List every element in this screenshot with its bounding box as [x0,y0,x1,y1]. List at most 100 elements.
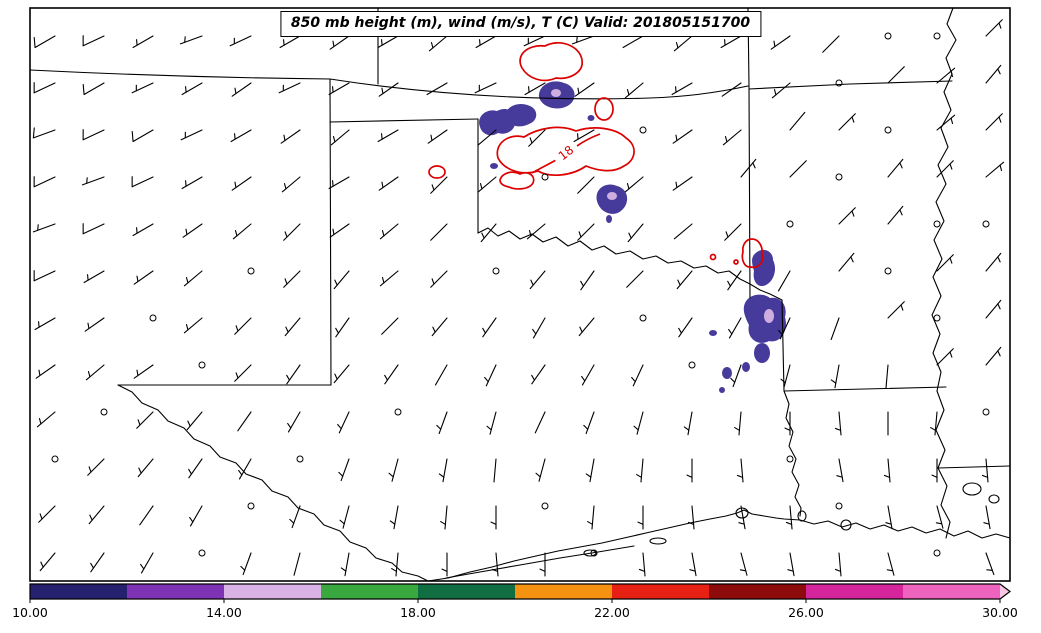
wind-barb [577,176,595,194]
wind-barb [532,317,546,339]
wind-barb [426,82,448,96]
calm-wind-marker [982,220,990,228]
wind-barb [636,458,644,483]
calm-wind-marker [247,502,255,510]
calm-wind-marker [492,267,500,275]
wind-barb [523,35,546,47]
wind-barb [231,176,252,191]
wind-barb [936,160,954,178]
wind-barb [82,35,105,47]
colorbar-tick-label: 14.00 [206,605,242,620]
mississippi-river [931,7,957,539]
wind-barb [981,458,989,483]
wind-barb [379,223,399,240]
wind-barb [526,223,546,240]
wind-barb [834,411,842,436]
red-river [477,227,783,301]
shaded-field [479,81,786,393]
wind-barb [672,176,693,191]
wind-barb [140,552,154,574]
wind-barb [32,223,56,233]
calm-wind-marker [639,314,647,322]
wind-barb [585,458,595,483]
temp-contour [519,41,583,82]
shaded-patch [490,163,498,169]
shaded-patch [752,249,776,287]
wind-barb [836,458,844,483]
wind-barb [87,458,105,476]
contour-label-mask [550,137,581,167]
wind-barb [278,82,301,94]
wind-barb [181,176,203,190]
wind-barb [82,223,105,235]
wind-barb [34,317,56,331]
wind-barb [887,158,904,178]
wind-barb [784,411,791,436]
colorbar-segment [127,584,224,599]
colorbar-tick-label: 10.00 [12,605,48,620]
border-nm-east [329,78,332,386]
wind-barb [637,505,644,530]
wind-barb [491,552,499,577]
wind-barb [430,270,448,288]
temp-contour [741,238,764,269]
colorbar-tick-label: 18.00 [400,605,436,620]
wind-barb [738,505,746,530]
wind-barb [789,111,806,131]
wind-barb [381,317,399,335]
wind-barb [378,176,399,191]
colorbar-outline [29,583,1011,600]
wind-barb [133,270,154,285]
wind-barb [330,129,350,146]
wind-barb [720,35,742,49]
calm-wind-marker [639,126,647,134]
wind-barb [574,82,595,97]
galveston-bay [735,507,749,519]
wind-barb [333,364,350,384]
wind-barb [230,129,252,143]
contour-label-group: 18 [550,137,581,167]
wind-barb [284,317,301,337]
wind-barb [740,158,757,178]
wind-barb [883,458,891,483]
wind-barb [340,552,350,577]
wind-barb [379,270,399,287]
wind-barb [985,252,1002,272]
wind-barb [83,270,105,284]
wind-barb [328,82,350,96]
wind-barb [32,127,56,139]
colorbar-segment [612,584,709,599]
wind-barb [377,129,399,143]
wind-barb [131,176,154,188]
colorbar-segment [709,584,806,599]
wind-barb [722,129,742,146]
colorbar-tick-label: 22.00 [594,605,630,620]
calcasieu-lake [840,519,852,531]
calm-wind-marker [541,173,549,181]
state-borders [29,7,1011,582]
colorbar-segment [806,584,903,599]
colorbar-tick-label: 30.00 [982,605,1018,620]
wind-barb [281,176,301,193]
wind-barb [474,82,497,94]
wind-barb [132,35,154,49]
wind-barb [293,552,301,576]
calm-wind-marker [835,79,843,87]
wind-barb [377,35,399,49]
shaded-patch [709,330,717,336]
wind-barb [430,223,448,241]
border-co-nm-ks-ok [29,69,749,100]
temp-contour-dot [733,259,739,265]
wind-barb [139,505,154,526]
barrier-island [445,545,635,579]
temperature-contours: 18 [421,24,764,269]
wind-barb [673,35,693,52]
wind-barb [789,160,807,178]
wind-barb [329,223,350,238]
calm-wind-marker [933,314,941,322]
temp-contour [428,165,446,179]
wind-barb [587,505,595,530]
wind-barb [438,458,448,483]
wind-barb [389,505,399,530]
